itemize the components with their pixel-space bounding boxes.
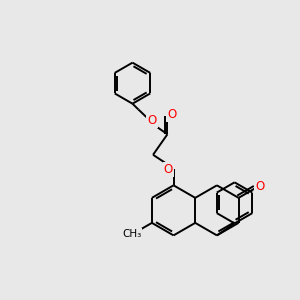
- Text: O: O: [167, 108, 176, 121]
- Text: O: O: [255, 180, 264, 193]
- Text: O: O: [147, 115, 157, 128]
- Text: O: O: [164, 163, 173, 176]
- Text: CH₃: CH₃: [122, 229, 141, 239]
